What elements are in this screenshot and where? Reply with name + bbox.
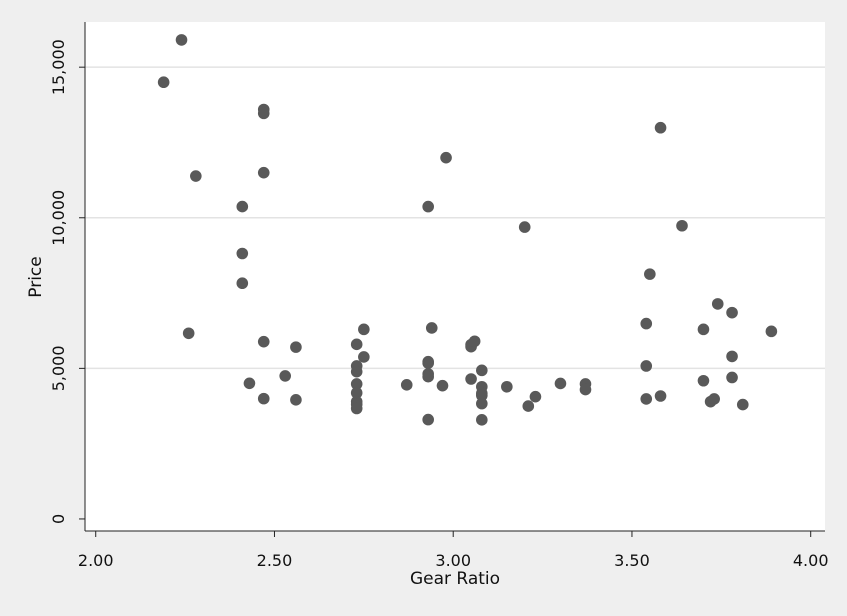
data-point — [644, 268, 656, 280]
data-point — [290, 341, 302, 353]
data-point — [350, 365, 363, 378]
data-point — [654, 121, 667, 134]
data-point — [726, 306, 738, 319]
gridlines — [85, 66, 825, 370]
data-point — [476, 364, 488, 377]
data-point — [257, 107, 270, 120]
data-point — [465, 373, 477, 385]
data-point — [697, 374, 710, 387]
data-point — [640, 393, 653, 405]
data-point — [157, 76, 170, 89]
data-point — [257, 392, 270, 405]
data-point — [236, 247, 249, 260]
data-point — [358, 351, 370, 363]
data-point — [436, 379, 449, 392]
data-point — [243, 377, 256, 390]
data-point — [726, 350, 738, 363]
data-point — [422, 413, 434, 426]
data-point — [350, 387, 363, 399]
data-point — [697, 323, 710, 336]
data-point — [400, 379, 413, 391]
data-point — [708, 393, 720, 405]
x-tick-label: 2.00 — [78, 551, 114, 570]
data-point — [522, 400, 535, 412]
data-point — [579, 383, 592, 396]
data-point — [640, 360, 653, 372]
data-point — [236, 277, 249, 290]
data-point — [182, 327, 195, 340]
y-tick-label: 5,000 — [49, 345, 68, 391]
y-tick-label: 10,000 — [49, 190, 68, 246]
data-point — [736, 398, 749, 411]
data-point — [476, 397, 488, 410]
y-tick-label: 0 — [49, 514, 68, 524]
data-point — [425, 322, 438, 334]
data-point — [257, 166, 270, 179]
data-point — [422, 370, 434, 383]
data-point — [190, 170, 202, 182]
x-tick-label: 3.50 — [614, 551, 650, 570]
axes — [84, 22, 825, 532]
data-point — [654, 390, 667, 402]
x-tick-label: 4.00 — [793, 551, 829, 570]
data-point — [501, 380, 513, 393]
data-point — [476, 389, 488, 402]
x-ticks: 2.00 2.50 3.00 3.50 4.00 — [78, 531, 829, 570]
data-point — [476, 414, 488, 426]
y-axis-title: Price — [26, 256, 46, 297]
data-point — [350, 378, 363, 390]
data-point — [422, 200, 434, 213]
x-tick-label: 3.00 — [435, 551, 471, 570]
data-point — [468, 335, 481, 348]
data-point — [640, 317, 653, 330]
data-point — [358, 323, 370, 336]
data-point — [257, 335, 270, 348]
x-tick-label: 2.50 — [257, 551, 293, 570]
data-point — [290, 394, 302, 406]
data-point — [440, 151, 452, 164]
data-point — [518, 221, 531, 233]
data-point — [350, 402, 363, 415]
data-points — [157, 34, 778, 426]
plot-area — [85, 22, 825, 531]
y-ticks: 0 5,000 10,000 15,000 — [49, 39, 85, 524]
data-point — [726, 371, 738, 384]
x-axis-title: Gear Ratio — [410, 569, 500, 589]
data-point — [175, 34, 188, 46]
data-point — [554, 377, 567, 390]
y-tick-label: 15,000 — [49, 39, 68, 95]
data-point — [350, 338, 363, 351]
data-point — [676, 219, 688, 232]
data-point — [422, 357, 434, 369]
data-point — [529, 390, 542, 403]
data-point — [711, 298, 724, 310]
data-point — [765, 325, 778, 338]
data-point — [236, 200, 249, 213]
data-point — [279, 370, 291, 382]
